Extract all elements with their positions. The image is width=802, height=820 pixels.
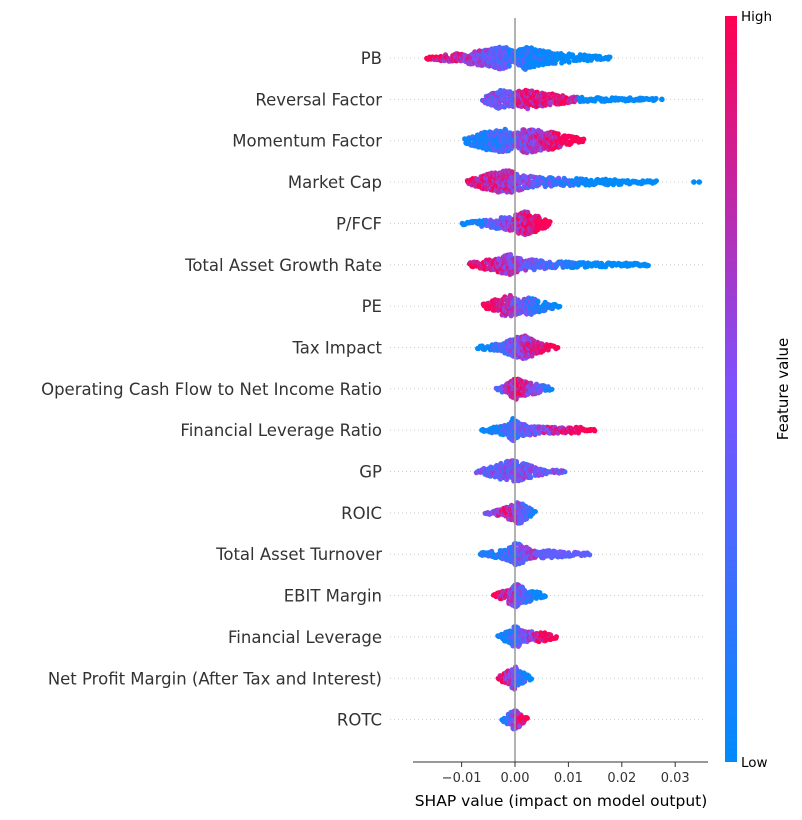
feature-row: Total Asset Growth Rate — [184, 252, 706, 277]
x-tick-label: 0.02 — [607, 771, 636, 786]
feature-label: P/FCF — [336, 214, 382, 233]
x-tick-label: 0.00 — [501, 771, 530, 786]
shap-point — [549, 386, 555, 392]
feature-label: Financial Leverage — [228, 628, 382, 647]
shap-point — [532, 509, 538, 515]
shap-point — [557, 303, 563, 310]
feature-label: Net Profit Margin (After Tax and Interes… — [48, 669, 382, 688]
feature-label: ROIC — [341, 504, 382, 523]
shap-point — [506, 63, 512, 69]
feature-label: Momentum Factor — [232, 132, 382, 151]
feature-row: GP — [359, 458, 706, 484]
feature-row: P/FCF — [336, 209, 706, 238]
feature-label: Total Asset Turnover — [215, 545, 382, 564]
shap-point — [555, 131, 561, 137]
colorbar-low-label: Low — [741, 755, 768, 771]
shap-point — [524, 715, 531, 721]
shap-point — [547, 100, 554, 106]
feature-row: Operating Cash Flow to Net Income Ratio — [41, 376, 706, 402]
feature-row: Net Profit Margin (After Tax and Interes… — [48, 664, 706, 692]
shap-point — [529, 353, 535, 359]
shap-point — [547, 219, 553, 225]
shap-point — [542, 593, 548, 600]
feature-label: ROTC — [337, 711, 382, 730]
feature-label: Tax Impact — [291, 338, 382, 357]
colorbar-title: Feature value — [774, 338, 792, 440]
feature-row: PB — [361, 44, 706, 72]
feature-label: PE — [362, 297, 382, 316]
shap-point — [691, 179, 697, 185]
feature-row: Financial Leverage — [228, 624, 706, 649]
shap-point — [553, 634, 560, 640]
shap-point — [587, 552, 593, 558]
x-tick-label: 0.01 — [554, 771, 583, 786]
feature-label: Financial Leverage Ratio — [180, 421, 382, 440]
feature-rows: PB Reversal Factor Momentum Factor Market C… — [41, 44, 706, 732]
feature-row: ROTC — [337, 708, 706, 732]
feature-row: PE — [362, 292, 706, 319]
shap-point — [696, 179, 703, 185]
feature-row: Total Asset Turnover — [215, 540, 706, 568]
x-tick-label: 0.03 — [661, 771, 690, 786]
feature-label: Operating Cash Flow to Net Income Ratio — [41, 380, 382, 399]
shap-point — [528, 676, 535, 682]
shap-point — [502, 126, 508, 132]
shap-point — [653, 178, 660, 184]
feature-label: GP — [359, 463, 382, 482]
feature-row: Market Cap — [288, 168, 706, 195]
x-tick-label: −0.01 — [442, 771, 482, 786]
colorbar-gradient — [725, 16, 737, 762]
colorbar-high-label: High — [741, 9, 772, 25]
shap-point — [592, 428, 598, 434]
shap-point — [653, 95, 659, 102]
x-axis: −0.01 0.00 0.01 0.02 0.03 — [413, 761, 708, 786]
feature-label: Market Cap — [288, 173, 382, 192]
feature-label: Total Asset Growth Rate — [184, 256, 382, 275]
feature-row: ROIC — [341, 500, 706, 526]
shap-point — [535, 299, 541, 305]
shap-point — [555, 345, 561, 351]
feature-row: Momentum Factor — [232, 126, 706, 156]
shap-point — [607, 54, 613, 60]
shap-point — [528, 474, 534, 481]
shap-point — [522, 678, 528, 685]
feature-row: Tax Impact — [291, 333, 706, 361]
shap-point — [562, 469, 568, 475]
colorbar: High Low Feature value — [725, 9, 792, 771]
feature-row: Reversal Factor — [255, 87, 706, 112]
shap-point — [645, 262, 651, 269]
feature-row: Financial Leverage Ratio — [180, 416, 706, 444]
feature-label: EBIT Margin — [284, 587, 382, 606]
feature-row: EBIT Margin — [284, 582, 706, 610]
feature-label: Reversal Factor — [255, 90, 382, 109]
x-axis-title: SHAP value (impact on model output) — [415, 792, 708, 810]
shap-point — [566, 59, 572, 65]
feature-label: PB — [361, 49, 382, 68]
shap-point — [659, 96, 665, 103]
shap-point — [581, 136, 587, 142]
